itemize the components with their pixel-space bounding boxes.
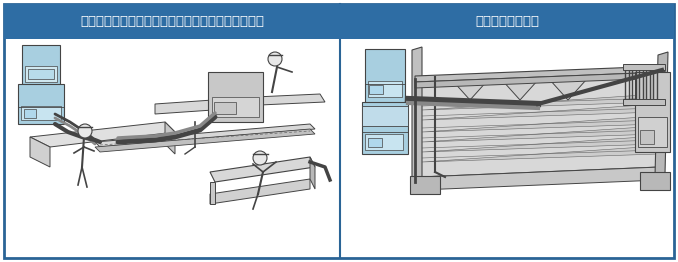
Polygon shape: [420, 167, 660, 190]
Text: 木工機械作業（自動かんな、サンダー、丸のこ盤）: 木工機械作業（自動かんな、サンダー、丸のこ盤）: [80, 15, 264, 28]
Bar: [638, 117, 667, 147]
Bar: [362, 106, 408, 126]
Bar: [640, 130, 654, 144]
Polygon shape: [415, 72, 665, 88]
Polygon shape: [210, 182, 215, 204]
Bar: [212, 97, 259, 117]
Polygon shape: [420, 67, 660, 87]
Bar: [362, 102, 408, 154]
Polygon shape: [95, 124, 315, 147]
Bar: [640, 172, 670, 190]
Polygon shape: [412, 47, 422, 182]
Polygon shape: [255, 94, 325, 105]
Bar: [365, 134, 403, 150]
Polygon shape: [422, 136, 658, 152]
Polygon shape: [210, 179, 310, 204]
Bar: [25, 66, 57, 82]
Bar: [635, 72, 670, 152]
Polygon shape: [422, 94, 658, 110]
Polygon shape: [255, 105, 260, 114]
Polygon shape: [655, 52, 668, 177]
Polygon shape: [30, 137, 50, 167]
Bar: [18, 84, 64, 124]
Polygon shape: [422, 116, 658, 132]
Bar: [4, 4, 340, 39]
Bar: [214, 102, 236, 114]
Bar: [208, 72, 263, 122]
Polygon shape: [550, 80, 586, 100]
Bar: [365, 49, 405, 104]
Bar: [623, 99, 665, 105]
Circle shape: [268, 52, 282, 66]
Polygon shape: [415, 66, 665, 82]
Polygon shape: [422, 126, 658, 142]
Bar: [623, 64, 665, 70]
Bar: [28, 69, 54, 79]
Bar: [410, 176, 440, 194]
Bar: [340, 4, 674, 39]
Polygon shape: [210, 157, 315, 182]
Polygon shape: [452, 80, 488, 100]
Circle shape: [253, 151, 267, 165]
Text: 製織作業（繊維）: 製織作業（繊維）: [475, 15, 539, 28]
Polygon shape: [422, 146, 658, 162]
Circle shape: [78, 124, 92, 138]
Polygon shape: [155, 100, 213, 114]
Bar: [368, 138, 382, 147]
Polygon shape: [95, 129, 315, 152]
Bar: [24, 109, 36, 118]
Bar: [368, 81, 402, 97]
Bar: [369, 85, 383, 94]
Polygon shape: [422, 104, 658, 120]
Bar: [22, 45, 60, 87]
Polygon shape: [165, 122, 175, 154]
Polygon shape: [502, 80, 538, 100]
Bar: [21, 106, 61, 120]
Polygon shape: [310, 157, 315, 189]
Polygon shape: [420, 77, 660, 177]
Polygon shape: [30, 122, 175, 147]
